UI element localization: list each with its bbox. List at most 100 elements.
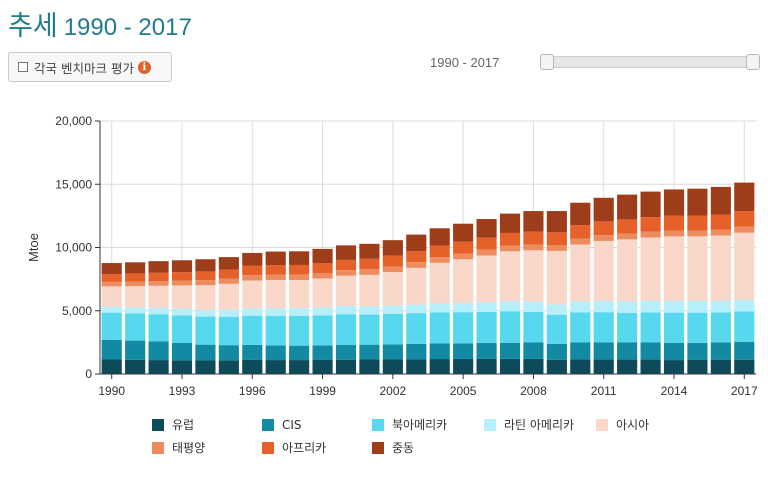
bar-segment	[195, 344, 216, 361]
legend-swatch	[152, 418, 164, 431]
bar-segment	[663, 300, 685, 313]
legend-item[interactable]: 태평양	[152, 439, 262, 456]
bar-segment	[687, 312, 708, 343]
bar-segment	[593, 312, 614, 343]
benchmark-button[interactable]: 각국 벤치마크 평가 i	[8, 52, 172, 82]
bar-segment	[289, 315, 310, 346]
bar-segment	[710, 359, 731, 374]
bar-segment	[312, 273, 333, 279]
bar-segment	[382, 305, 403, 314]
bar-segment	[265, 265, 286, 275]
bar-segment	[429, 303, 450, 313]
legend-item[interactable]: 유럽	[152, 416, 262, 433]
bar-segment	[710, 186, 731, 215]
bar-segment	[617, 312, 638, 343]
bar-segment	[617, 239, 638, 302]
bar-segment	[476, 249, 497, 256]
bar-segment	[312, 248, 333, 264]
bar-segment	[523, 342, 544, 359]
bar-segment	[429, 312, 450, 344]
x-tick-label: 1993	[169, 384, 196, 398]
legend-item[interactable]: 라틴 아메리카	[484, 416, 596, 433]
bar-segment	[499, 301, 521, 312]
bar-segment	[195, 360, 216, 374]
bar-segment	[242, 252, 263, 266]
bar-segment	[734, 311, 755, 342]
bar-segment	[125, 262, 146, 274]
slider-handle-start[interactable]	[540, 54, 554, 70]
bar-segment	[429, 228, 450, 246]
legend-item[interactable]: 아시아	[596, 416, 706, 433]
bar-segment	[710, 229, 731, 236]
bar-segment	[265, 360, 286, 374]
bar-segment	[125, 273, 146, 282]
bar-segment	[335, 259, 357, 271]
bar-segment	[148, 281, 169, 286]
bar-segment	[406, 313, 427, 344]
bar-segment	[101, 263, 122, 275]
bar-segment	[218, 309, 239, 317]
bar-segment	[125, 340, 146, 360]
bar-segment	[499, 311, 521, 343]
bar-segment	[148, 341, 169, 361]
bar-segment	[359, 258, 380, 270]
bar-segment	[171, 308, 193, 316]
info-icon[interactable]: i	[137, 60, 151, 74]
bar-segment	[429, 262, 450, 304]
bar-segment	[101, 306, 122, 313]
bar-segment	[593, 301, 614, 313]
bar-segment	[710, 214, 731, 230]
legend-item[interactable]: CIS	[262, 416, 372, 433]
bar-segment	[406, 234, 427, 252]
legend-item[interactable]: 북아메리카	[372, 416, 484, 433]
bar-segment	[218, 278, 239, 284]
bar-segment	[617, 233, 638, 240]
legend-swatch	[152, 441, 164, 454]
bar-segment	[312, 307, 333, 316]
x-tick-label: 2017	[731, 384, 758, 398]
y-tick-label: 15,000	[55, 177, 92, 191]
bar-segment	[570, 359, 591, 374]
legend-item[interactable]: 아프리카	[262, 439, 372, 456]
bar-segment	[523, 311, 544, 343]
benchmark-checkbox[interactable]	[18, 62, 28, 72]
legend-swatch	[484, 418, 496, 431]
bar-segment	[195, 285, 216, 310]
bar-segment	[195, 259, 216, 272]
bar-segment	[242, 359, 263, 374]
bar-segment	[476, 342, 497, 359]
bar-segment	[382, 272, 403, 306]
range-label: 1990 - 2017	[430, 55, 500, 70]
bar-segment	[640, 312, 661, 343]
bar-segment	[476, 255, 497, 303]
bar-segment	[499, 232, 521, 246]
legend-item[interactable]: 중동	[372, 439, 484, 456]
bar-segment	[523, 250, 544, 302]
bar-segment	[171, 360, 193, 374]
bar-segment	[195, 280, 216, 286]
bar-segment	[617, 219, 638, 234]
bar-segment	[335, 314, 357, 346]
bar-segment	[710, 300, 731, 313]
bar-segment	[546, 211, 567, 233]
bar-segment	[499, 342, 521, 359]
bar-segment	[734, 232, 755, 300]
bar-segment	[312, 345, 333, 360]
slider-handle-end[interactable]	[746, 54, 760, 70]
bar-segment	[406, 343, 427, 360]
bar-segment	[335, 306, 357, 315]
bar-segment	[499, 245, 521, 252]
bar-segment	[523, 231, 544, 245]
bar-segment	[453, 253, 474, 260]
bar-segment	[663, 312, 685, 344]
bar-segment	[663, 230, 685, 237]
bar-segment	[453, 358, 474, 374]
bar-segment	[101, 339, 122, 360]
bar-segment	[171, 260, 193, 273]
y-tick-label: 0	[85, 367, 92, 381]
bar-segment	[570, 202, 591, 226]
legend-swatch	[262, 418, 274, 431]
bar-segment	[125, 359, 146, 374]
x-tick-label: 2014	[661, 384, 688, 398]
